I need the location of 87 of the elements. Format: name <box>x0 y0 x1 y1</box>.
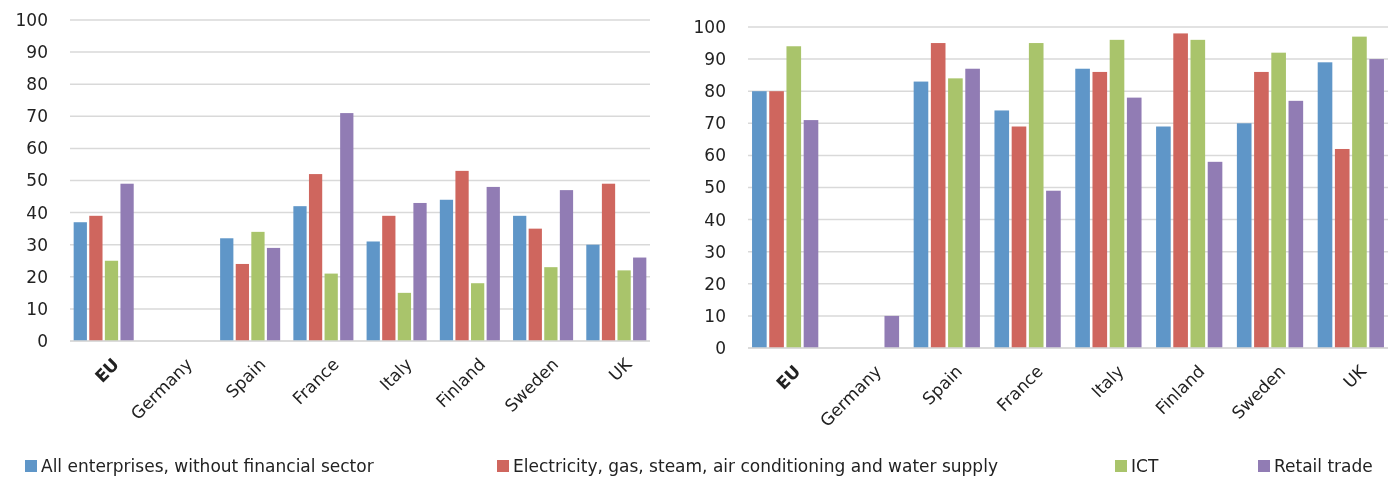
bar <box>965 68 980 348</box>
bar <box>1046 190 1061 348</box>
bar <box>266 247 281 341</box>
bar <box>913 81 929 348</box>
y-tick-label: 70 <box>704 113 726 134</box>
legend-label: Retail trade <box>1274 455 1373 476</box>
bar <box>104 260 119 341</box>
y-tick-label: 60 <box>704 145 726 166</box>
bar <box>769 91 784 348</box>
bar <box>884 315 900 348</box>
bar <box>513 215 527 341</box>
y-tick-label: 70 <box>26 106 48 127</box>
bar <box>1207 161 1223 348</box>
legend-label: Electricity, gas, steam, air conditioning and water supply <box>513 455 998 476</box>
y-tick-label: 90 <box>26 42 48 63</box>
bar <box>528 228 542 341</box>
y-tick-label: 50 <box>704 177 726 198</box>
bar <box>544 267 558 341</box>
bar <box>786 46 802 348</box>
y-tick-label: 100 <box>15 9 48 30</box>
x-tick-label: UK <box>604 353 637 385</box>
bar <box>617 270 631 341</box>
x-tick-label: EU <box>90 354 123 387</box>
x-tick-label: UK <box>1339 360 1371 392</box>
y-tick-label: 20 <box>704 273 726 294</box>
bar <box>1317 62 1333 348</box>
bar <box>752 91 767 348</box>
legend-label: ICT <box>1131 455 1159 476</box>
bar <box>559 190 574 341</box>
bar <box>340 113 354 341</box>
bar <box>471 283 485 341</box>
bar <box>803 120 819 348</box>
y-tick-label: 40 <box>26 202 48 223</box>
bar <box>293 206 307 341</box>
y-tick-label: 80 <box>704 81 726 102</box>
bar <box>486 186 500 341</box>
y-tick-label: 30 <box>704 241 726 262</box>
bar <box>413 202 427 341</box>
y-tick-label: 60 <box>26 138 48 159</box>
bar <box>1334 148 1350 348</box>
bar <box>1126 97 1142 348</box>
bar <box>948 78 963 348</box>
y-tick-label: 90 <box>704 49 726 70</box>
bar <box>324 273 338 341</box>
bar <box>220 238 234 341</box>
bar <box>633 257 647 341</box>
bar <box>235 263 249 341</box>
bar <box>601 183 616 341</box>
x-tick-label: EU <box>772 361 805 394</box>
bar <box>308 174 323 341</box>
y-tick-label: 100 <box>693 16 726 37</box>
y-tick-label: 10 <box>704 305 726 326</box>
bar <box>251 231 265 341</box>
bar <box>1075 68 1090 348</box>
bar <box>397 292 412 341</box>
bar <box>1028 43 1044 348</box>
legend-label: All enterprises, without financial sector <box>41 455 374 476</box>
y-tick-label: 40 <box>704 209 726 230</box>
y-tick-label: 50 <box>26 170 48 191</box>
bar <box>1190 39 1206 348</box>
bar <box>455 170 469 341</box>
bar <box>1271 52 1286 348</box>
bar <box>1092 71 1108 348</box>
bar <box>1369 59 1384 348</box>
bar <box>120 183 134 341</box>
y-tick-label: 20 <box>26 266 48 287</box>
bar <box>1109 39 1125 348</box>
bar <box>366 241 380 341</box>
bar <box>1254 71 1269 348</box>
y-tick-label: 0 <box>37 330 48 351</box>
y-tick-label: 30 <box>26 234 48 255</box>
bar <box>1288 100 1304 348</box>
y-tick-label: 10 <box>26 298 48 319</box>
bar <box>1236 123 1252 348</box>
bar <box>994 110 1010 348</box>
bar <box>89 215 103 341</box>
y-tick-label: 80 <box>26 74 48 95</box>
bar <box>1156 126 1171 348</box>
bar <box>73 222 87 341</box>
bar <box>1352 36 1367 348</box>
bar <box>930 43 946 348</box>
bar <box>1173 33 1188 348</box>
bar <box>439 199 454 341</box>
y-tick-label: 0 <box>715 337 726 358</box>
bar <box>1011 126 1027 348</box>
bar <box>382 215 396 341</box>
bar <box>586 244 600 341</box>
